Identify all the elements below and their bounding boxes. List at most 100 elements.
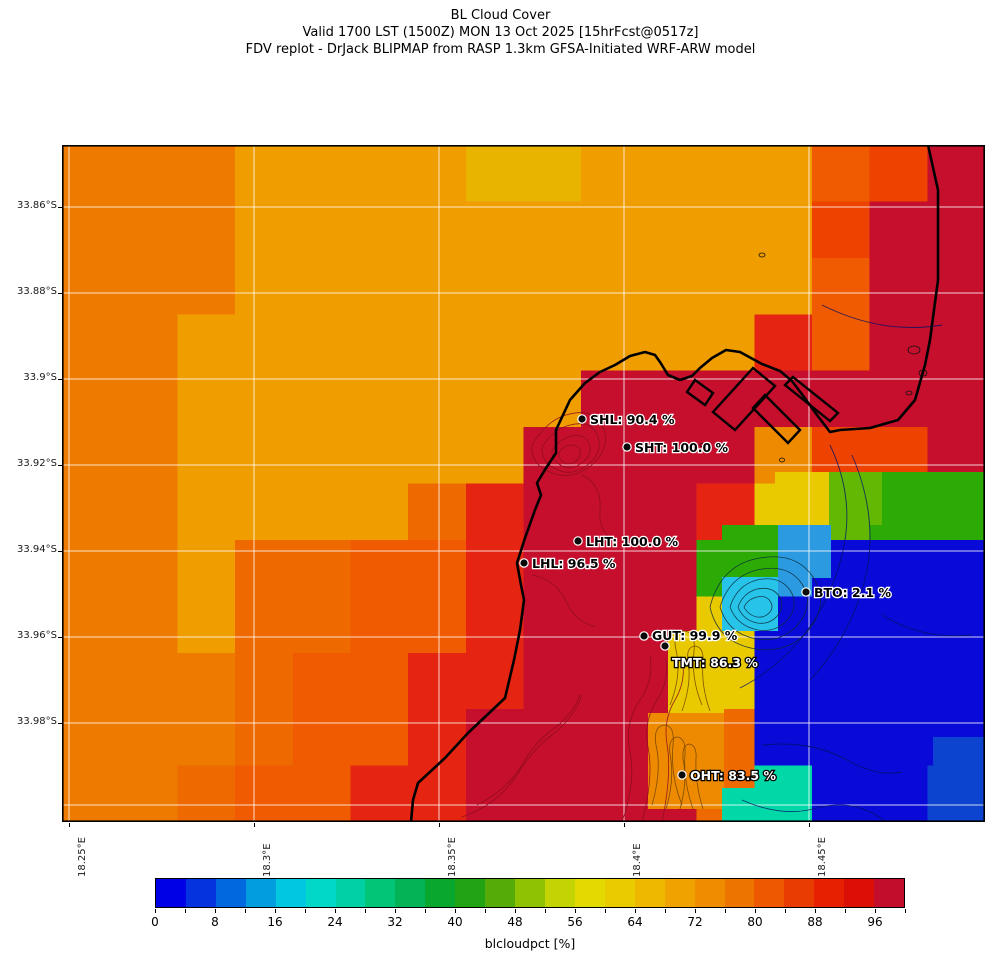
x-tick-mark	[254, 823, 256, 827]
grid-cell	[292, 539, 352, 597]
colorbar-segment	[395, 879, 426, 907]
y-tick-mark	[58, 551, 62, 553]
grid-cell	[811, 201, 871, 259]
grid-cell	[119, 539, 178, 597]
terrain-contour	[739, 444, 848, 689]
y-tick-label: 33.98°S	[17, 716, 57, 727]
grid-cell	[523, 483, 582, 541]
grid-cell	[638, 370, 698, 428]
colorbar-tick-mark	[905, 909, 907, 913]
station-label-sht: SHT: 100.0 %	[635, 440, 729, 455]
x-tick-mark	[439, 823, 441, 827]
colorbar-tick-label: 48	[507, 915, 523, 929]
grid-cell	[523, 201, 582, 259]
grid-cell	[62, 709, 121, 767]
grid-cell	[811, 145, 871, 203]
grid-patch	[882, 472, 985, 525]
grid-cell	[235, 483, 294, 541]
terrain-contour	[541, 423, 600, 473]
grid-cell	[235, 145, 294, 203]
grid-cell	[62, 314, 121, 372]
grid-cell	[177, 427, 236, 485]
grid-cell	[292, 596, 352, 654]
grid-cell	[177, 539, 236, 597]
grid-cell	[350, 765, 409, 822]
grid-cell	[465, 427, 525, 485]
grid-cell	[696, 257, 755, 315]
grid-cell	[408, 709, 467, 767]
x-tick-label: 18.35°E	[447, 837, 458, 877]
chart-title-block: BL Cloud Cover Valid 1700 LST (1500Z) MO…	[0, 7, 1001, 58]
grid-cell	[754, 257, 813, 315]
grid-cell	[350, 427, 409, 485]
grid-cell	[177, 201, 236, 259]
colorbar-tick-mark	[785, 909, 787, 913]
grid-cell	[638, 427, 698, 485]
terrain-contour	[651, 724, 683, 806]
grid-patch	[722, 577, 778, 631]
station-marker-lhl	[519, 558, 529, 568]
y-tick-label: 33.86°S	[17, 200, 57, 211]
grid-cell	[581, 652, 640, 710]
grid-cell	[465, 145, 525, 203]
grid-cell	[235, 370, 294, 428]
grid-cell	[119, 596, 178, 654]
grid-cell	[408, 370, 467, 428]
colorbar-tick-mark	[725, 909, 727, 913]
grid-cell	[292, 257, 352, 315]
islet-contour	[905, 390, 913, 396]
colorbar-segment	[335, 879, 366, 907]
grid-cell	[292, 483, 352, 541]
station-label-lhl: LHL: 96.5 %	[532, 556, 616, 571]
grid-cell	[235, 427, 294, 485]
grid-cell	[235, 596, 294, 654]
grid-cell	[869, 765, 928, 822]
colorbar-tick-mark	[425, 909, 427, 913]
grid-cell	[62, 765, 121, 822]
grid-cell	[927, 314, 985, 372]
islet-contour	[907, 345, 921, 355]
grid-cell	[177, 765, 236, 822]
grid-cell	[292, 145, 352, 203]
colorbar	[155, 878, 905, 908]
station-marker-lht	[573, 536, 583, 546]
grid-cell	[408, 483, 467, 541]
grid-cell	[581, 314, 640, 372]
grid-cell	[177, 314, 236, 372]
colorbar-tick-label: 88	[807, 915, 823, 929]
station-marker-sht	[622, 442, 632, 452]
terrain-contour	[558, 444, 581, 465]
x-tick-label: 18.4°E	[632, 843, 643, 877]
grid-cell	[523, 314, 582, 372]
colorbar-tick-mark	[305, 909, 307, 913]
colorbar-segment	[455, 879, 486, 907]
grid-cell	[408, 145, 467, 203]
station-marker-tmt	[660, 641, 670, 651]
grid-cell	[581, 765, 640, 822]
terrain-contour	[743, 596, 773, 618]
grid-cell	[62, 596, 121, 654]
grid-cell	[811, 257, 871, 315]
terrain-contour	[661, 663, 684, 822]
colorbar-tick-mark	[485, 909, 487, 913]
grid-cell	[292, 427, 352, 485]
terrain-contour	[621, 654, 652, 822]
harbour-structure	[685, 378, 715, 407]
x-tick-mark	[69, 823, 71, 827]
grid-cell	[927, 201, 985, 259]
y-tick-label: 33.88°S	[17, 286, 57, 297]
grid-patch	[933, 737, 985, 822]
terrain-contour	[821, 304, 943, 328]
grid-cell	[523, 145, 582, 203]
coastline	[409, 145, 940, 822]
colorbar-segment	[874, 879, 905, 907]
colorbar-tick-mark	[575, 909, 577, 913]
grid-cell	[465, 652, 525, 710]
grid-cell	[927, 370, 985, 428]
colorbar-segment	[574, 879, 605, 907]
colorbar-tick-label: 56	[567, 915, 583, 929]
grid-cell	[869, 709, 928, 767]
colorbar-tick-label: 64	[627, 915, 643, 929]
grid-cell	[62, 201, 121, 259]
grid-cell	[638, 314, 698, 372]
